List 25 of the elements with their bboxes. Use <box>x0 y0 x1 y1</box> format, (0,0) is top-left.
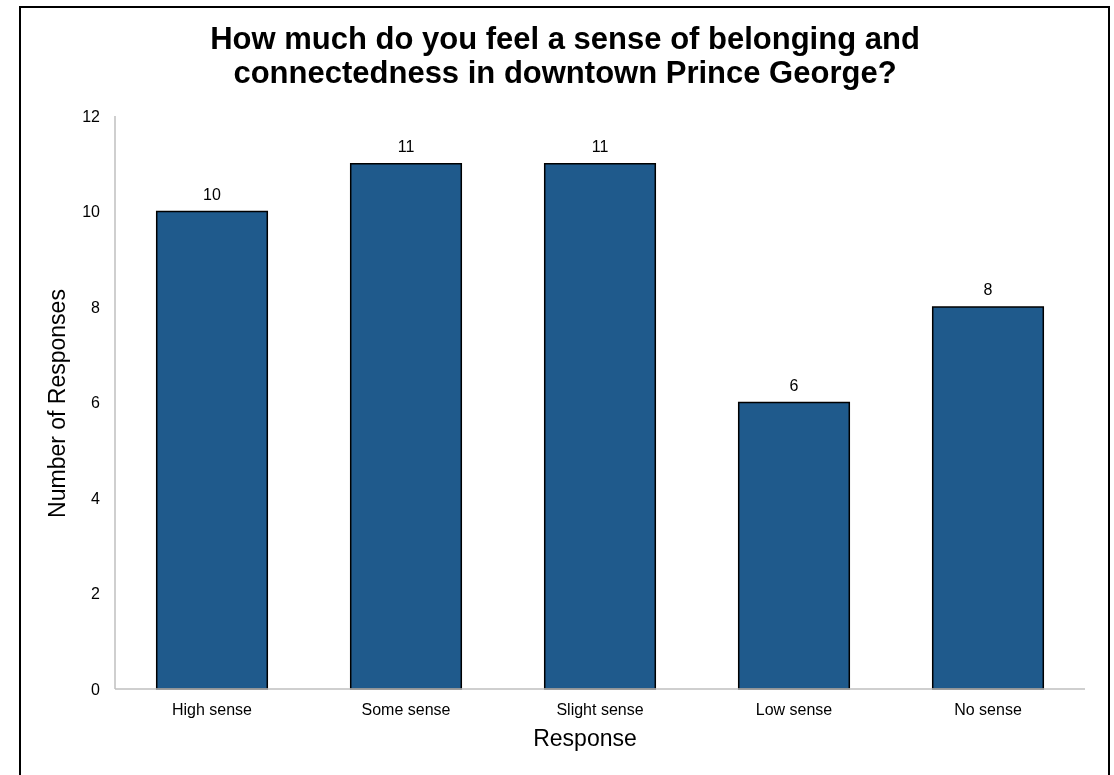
x-tick-label: Low sense <box>755 701 833 718</box>
y-tick-label: 10 <box>82 203 101 221</box>
y-axis-title: Number of Responses <box>44 289 70 518</box>
x-tick-label: High sense <box>171 701 253 718</box>
bar <box>543 163 657 690</box>
y-tick-label: 0 <box>91 680 101 698</box>
data-label: 11 <box>591 137 609 155</box>
chart-title: How much do you feel a sense of belonging and connectedness in downtown Prince George? <box>210 21 920 90</box>
bar <box>349 163 463 690</box>
y-tick-label: 8 <box>91 298 101 316</box>
bar <box>931 306 1045 690</box>
y-tick-label: 2 <box>91 585 101 603</box>
y-tick-label: 6 <box>91 394 101 412</box>
bar <box>737 401 851 690</box>
data-label: 8 <box>983 281 993 298</box>
data-label: 11 <box>397 137 415 155</box>
y-tick-label: 4 <box>91 489 101 507</box>
data-label: 6 <box>789 376 799 394</box>
x-axis-title: Response <box>533 725 637 751</box>
y-tick-label: 12 <box>82 107 101 125</box>
bar <box>155 210 269 690</box>
x-tick-label: Some sense <box>361 701 451 718</box>
x-tick-label: No sense <box>954 701 1022 718</box>
x-tick-label: Slight sense <box>556 701 644 718</box>
data-label: 10 <box>203 185 221 203</box>
